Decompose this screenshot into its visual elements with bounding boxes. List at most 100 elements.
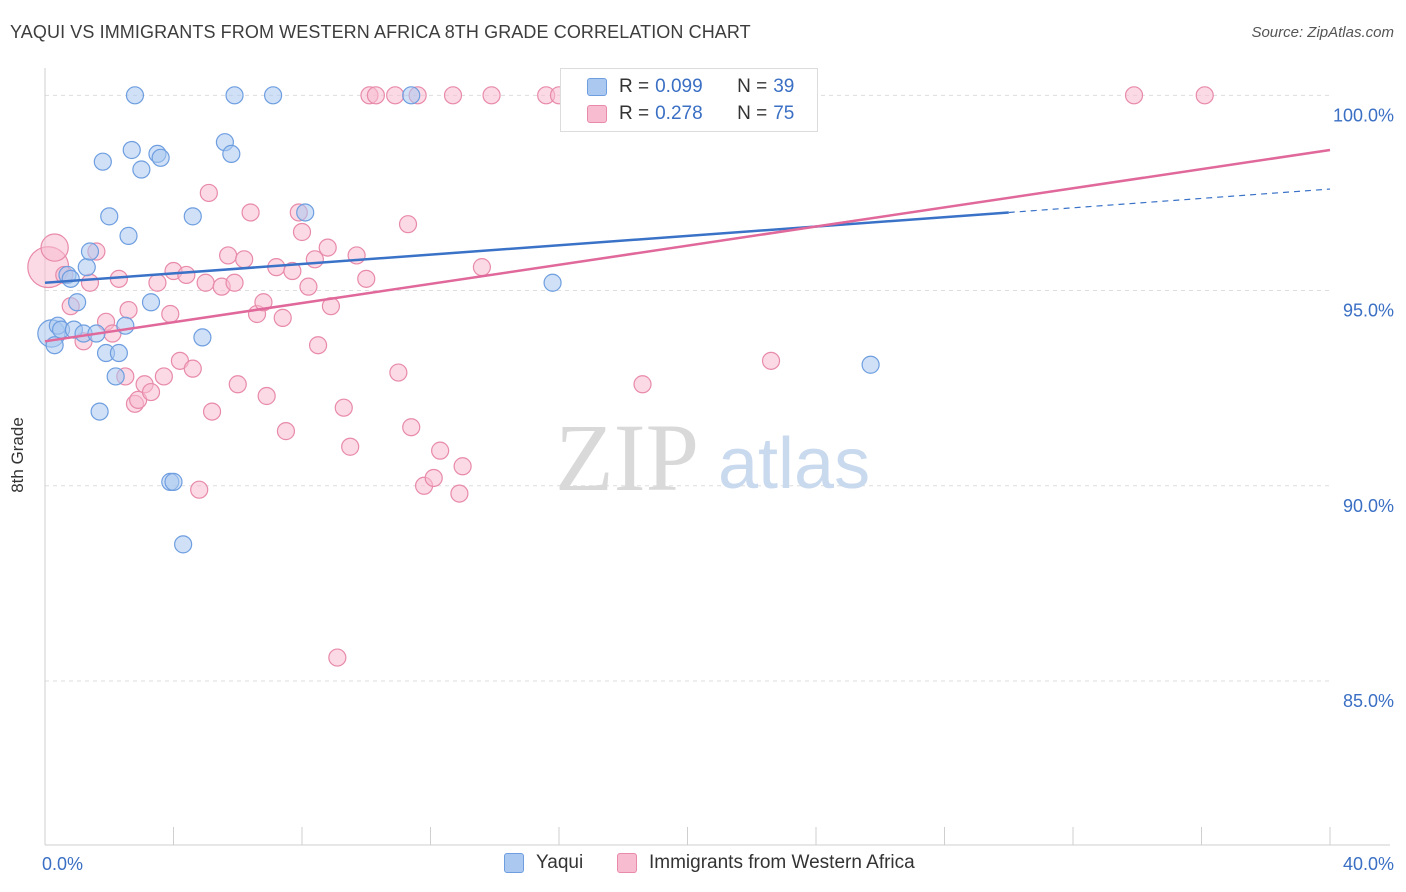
point-western-africa[interactable] <box>276 422 296 441</box>
point-western-africa[interactable] <box>1195 86 1214 105</box>
legend-n-label: N = <box>737 103 768 124</box>
point-western-africa[interactable] <box>225 273 244 292</box>
x-tick-label: 40.0% <box>1343 854 1394 874</box>
point-yaqui[interactable] <box>119 226 138 245</box>
point-western-africa[interactable] <box>424 468 443 488</box>
series-legend: Yaqui Immigrants from Western Africa <box>0 852 1406 878</box>
point-yaqui[interactable] <box>132 160 151 179</box>
point-western-africa[interactable] <box>235 250 254 269</box>
legend-r-value: 0.099 <box>655 76 703 97</box>
point-yaqui[interactable] <box>222 144 241 163</box>
point-western-africa[interactable] <box>357 269 376 288</box>
point-yaqui[interactable] <box>93 152 112 171</box>
legend-label-yaqui: Yaqui <box>536 852 584 873</box>
legend-row-yaqui: R = 0.099 N = 39 <box>587 75 794 99</box>
point-yaqui[interactable] <box>296 203 315 222</box>
point-western-africa[interactable] <box>292 222 312 242</box>
point-western-africa[interactable] <box>472 258 491 277</box>
point-western-africa[interactable] <box>453 457 472 476</box>
axis-layer <box>44 68 1390 846</box>
point-western-africa[interactable] <box>398 215 418 234</box>
point-yaqui[interactable] <box>141 293 161 312</box>
point-yaqui[interactable] <box>90 402 109 421</box>
point-yaqui[interactable] <box>861 355 880 374</box>
chart-title: YAQUI VS IMMIGRANTS FROM WESTERN AFRICA … <box>10 22 751 42</box>
trend-layer <box>44 148 1331 343</box>
legend-swatch-yaqui <box>587 78 607 96</box>
legend-n-label: N = <box>737 76 768 97</box>
point-western-africa[interactable] <box>183 359 202 378</box>
point-western-africa[interactable] <box>318 238 337 257</box>
point-western-africa[interactable] <box>228 375 247 394</box>
point-western-africa[interactable] <box>389 363 408 382</box>
legend-item-yaqui[interactable]: Yaqui <box>504 852 583 874</box>
point-western-africa[interactable] <box>431 441 450 460</box>
point-yaqui[interactable] <box>263 86 283 105</box>
point-western-africa[interactable] <box>402 418 421 437</box>
point-yaqui[interactable] <box>80 242 100 261</box>
point-western-africa[interactable] <box>177 265 196 285</box>
point-western-africa[interactable] <box>341 437 360 456</box>
point-western-africa[interactable] <box>283 261 302 281</box>
point-western-africa[interactable] <box>761 351 781 370</box>
point-yaqui[interactable] <box>68 293 87 312</box>
point-western-africa[interactable] <box>273 308 292 327</box>
point-western-africa[interactable] <box>196 273 215 292</box>
point-yaqui[interactable] <box>125 86 145 105</box>
point-western-africa[interactable] <box>328 648 347 667</box>
point-yaqui[interactable] <box>116 316 135 335</box>
point-western-africa[interactable] <box>299 277 318 296</box>
point-yaqui[interactable] <box>543 273 562 292</box>
point-western-africa[interactable] <box>366 86 385 105</box>
point-western-africa[interactable] <box>257 386 276 406</box>
point-yaqui[interactable] <box>106 367 125 386</box>
point-yaqui[interactable] <box>174 535 193 554</box>
point-western-africa[interactable] <box>254 293 273 312</box>
point-yaqui[interactable] <box>193 328 212 347</box>
legend-swatch-yaqui <box>504 853 524 873</box>
trend-line-yaqui <box>44 211 1009 284</box>
point-western-africa[interactable] <box>633 375 652 394</box>
point-western-africa[interactable] <box>80 273 100 292</box>
trend-line-yaqui-extension <box>1008 188 1331 214</box>
point-western-africa[interactable] <box>202 402 222 421</box>
point-western-africa[interactable] <box>1124 86 1144 105</box>
y-tick-label: 100.0% <box>1333 105 1394 125</box>
point-yaqui[interactable] <box>183 207 202 226</box>
point-yaqui[interactable] <box>225 86 244 105</box>
point-yaqui[interactable] <box>122 140 141 160</box>
point-western-africa[interactable] <box>219 246 238 265</box>
x-tick-label: 0.0% <box>42 854 83 874</box>
point-yaqui[interactable] <box>151 148 170 167</box>
points-layer <box>27 86 1214 667</box>
point-western-africa[interactable] <box>119 300 138 320</box>
point-western-africa[interactable] <box>40 233 69 262</box>
point-western-africa[interactable] <box>241 203 260 222</box>
point-western-africa[interactable] <box>443 86 463 105</box>
point-western-africa[interactable] <box>308 336 328 355</box>
trend-line-western-africa <box>44 148 1331 343</box>
point-western-africa[interactable] <box>199 183 218 203</box>
legend-r-label: R = <box>619 103 650 124</box>
point-western-africa[interactable] <box>141 382 161 402</box>
legend-item-western-africa[interactable]: Immigrants from Western Africa <box>617 852 915 874</box>
point-western-africa[interactable] <box>450 484 469 503</box>
y-tick-label: 90.0% <box>1343 496 1394 516</box>
point-western-africa[interactable] <box>161 304 180 324</box>
point-western-africa[interactable] <box>154 367 173 386</box>
point-yaqui[interactable] <box>61 269 80 288</box>
point-western-africa[interactable] <box>334 398 353 417</box>
point-western-africa[interactable] <box>482 86 501 105</box>
watermark-zip: ZIP <box>555 404 699 511</box>
legend-n-value: 75 <box>773 103 795 124</box>
point-yaqui[interactable] <box>100 207 119 226</box>
point-western-africa[interactable] <box>148 273 167 292</box>
point-yaqui[interactable] <box>164 472 183 491</box>
point-western-africa[interactable] <box>386 86 405 105</box>
point-western-africa[interactable] <box>190 480 209 499</box>
point-yaqui[interactable] <box>402 86 421 105</box>
watermark-atlas: atlas <box>718 424 870 504</box>
point-yaqui[interactable] <box>109 343 128 363</box>
point-yaqui[interactable] <box>77 258 96 277</box>
